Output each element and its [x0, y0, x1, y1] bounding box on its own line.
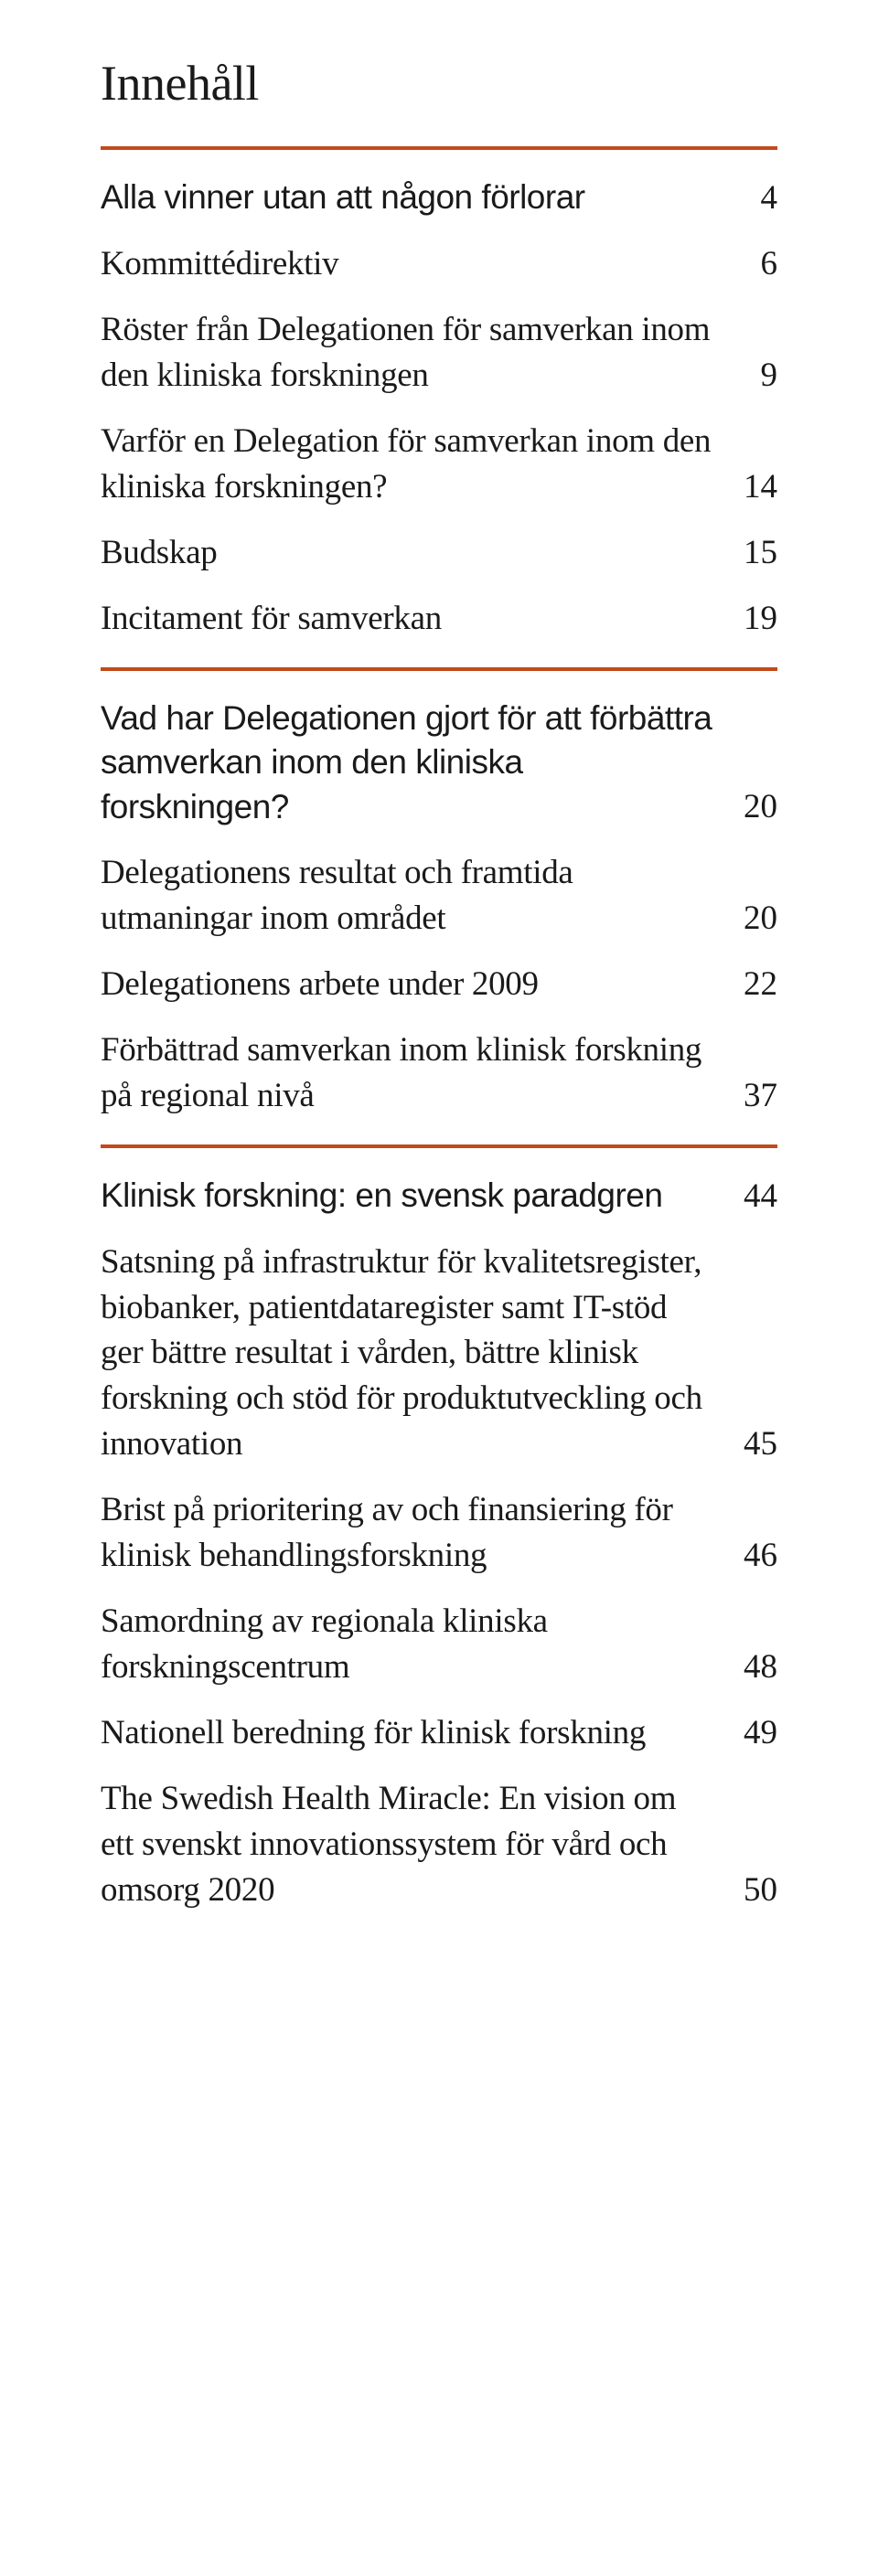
toc-item: The Swedish Health Miracle: En vision om…: [101, 1776, 777, 1913]
toc-page-number: 4: [761, 176, 778, 221]
section-divider: [101, 667, 777, 671]
toc-label: Röster från Delegationen för samverkan i…: [101, 307, 761, 399]
toc-item: Röster från Delegationen för samverkan i…: [101, 307, 777, 399]
toc-label: Vad har Delegationen gjort för att förbä…: [101, 697, 744, 830]
toc-page-number: 44: [744, 1174, 777, 1219]
toc-label: Delegationens arbete under 2009: [101, 962, 744, 1007]
toc-page-number: 22: [744, 962, 777, 1007]
toc-page-number: 37: [744, 1073, 777, 1119]
toc-label: Samordning av regionala kliniska forskni…: [101, 1599, 744, 1690]
toc-page-number: 19: [744, 596, 777, 642]
toc-item: Brist på prioritering av och finansierin…: [101, 1487, 777, 1579]
toc-label: Delegationens resultat och framtida utma…: [101, 850, 744, 942]
toc-page-number: 20: [744, 896, 777, 942]
toc-page-number: 15: [744, 530, 777, 576]
toc-label: Incitament för samverkan: [101, 596, 744, 642]
toc-label: Klinisk forskning: en svensk paradgren: [101, 1174, 744, 1219]
toc-label: Satsning på infrastruktur för kvalitets­…: [101, 1240, 744, 1468]
toc-label: Budskap: [101, 530, 744, 576]
toc-section: Klinisk forskning: en svensk paradgren 4…: [101, 1174, 777, 1913]
toc-item: Kommittédirektiv 6: [101, 241, 777, 287]
toc-item: Alla vinner utan att någon förlorar 4: [101, 176, 777, 221]
toc-label: Brist på prioritering av och finansierin…: [101, 1487, 744, 1579]
toc-page-number: 20: [744, 784, 777, 830]
toc-item: Incitament för samverkan 19: [101, 596, 777, 642]
toc-item: Varför en Delegation för samverkan inom …: [101, 419, 777, 510]
toc-item: Delegationens arbete under 2009 22: [101, 962, 777, 1007]
toc-page-number: 49: [744, 1710, 777, 1756]
page-title: Innehåll: [101, 55, 777, 112]
toc-page-number: 50: [744, 1868, 777, 1913]
toc-page-number: 14: [744, 464, 777, 510]
toc-label: Kommittédirektiv: [101, 241, 761, 287]
toc-item: Samordning av regionala kliniska forskni…: [101, 1599, 777, 1690]
toc-section: Vad har Delegationen gjort för att förbä…: [101, 697, 777, 1119]
toc-item: Delegationens resultat och framtida utma…: [101, 850, 777, 942]
section-divider: [101, 1144, 777, 1148]
toc-item: Klinisk forskning: en svensk paradgren 4…: [101, 1174, 777, 1219]
toc-label: Nationell beredning för klinisk forsknin…: [101, 1710, 744, 1756]
toc-label: The Swedish Health Miracle: En vision om…: [101, 1776, 744, 1913]
toc-page-number: 48: [744, 1645, 777, 1690]
toc-item: Budskap 15: [101, 530, 777, 576]
toc-page-number: 6: [761, 241, 778, 287]
toc-item: Nationell beredning för klinisk forsknin…: [101, 1710, 777, 1756]
toc-page-number: 46: [744, 1533, 777, 1579]
section-divider: [101, 146, 777, 150]
toc-page-number: 9: [761, 353, 778, 399]
toc-label: Varför en Delegation för samverkan inom …: [101, 419, 744, 510]
toc-item: Förbättrad samverkan inom klinisk forskn…: [101, 1027, 777, 1119]
toc-item: Satsning på infrastruktur för kvalitets­…: [101, 1240, 777, 1468]
toc-section: Alla vinner utan att någon förlorar 4 Ko…: [101, 176, 777, 642]
toc-item: Vad har Delegationen gjort för att förbä…: [101, 697, 777, 830]
toc-page-number: 45: [744, 1421, 777, 1467]
toc-label: Alla vinner utan att någon förlorar: [101, 176, 761, 220]
toc-label: Förbättrad samverkan inom klinisk forskn…: [101, 1027, 744, 1119]
